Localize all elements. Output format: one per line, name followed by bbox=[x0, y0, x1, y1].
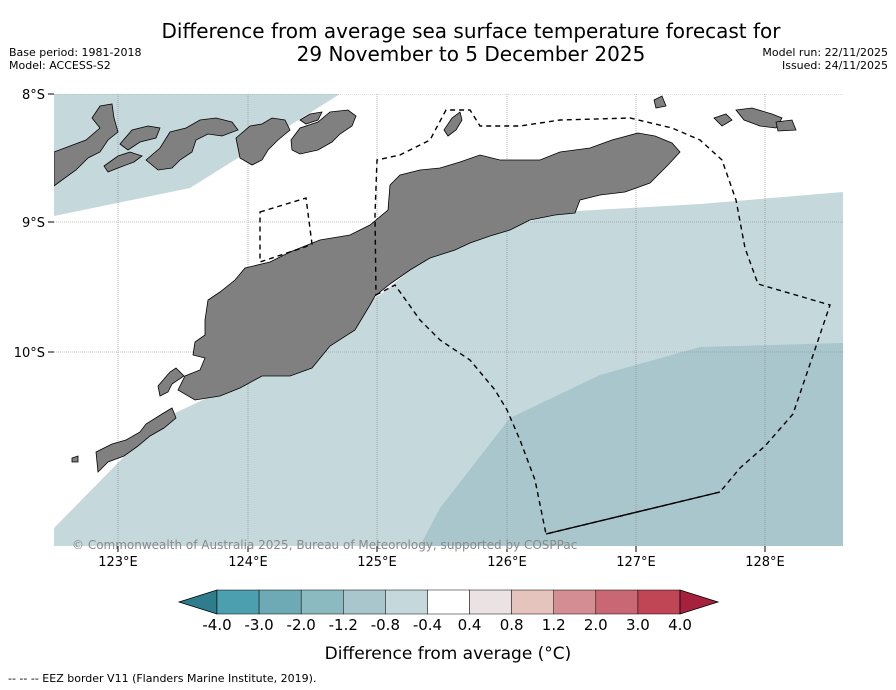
title-line-1: Difference from average sea surface temp… bbox=[161, 19, 781, 43]
neutral-anomaly-region bbox=[54, 94, 843, 528]
colorbar-tick-label: -1.2 bbox=[329, 616, 358, 634]
colorbar-segment bbox=[637, 589, 681, 615]
lembata-island bbox=[119, 125, 161, 151]
map-title: Difference from average sea surface temp… bbox=[0, 20, 896, 66]
copyright-text: © Commonwealth of Australia 2025, Bureau… bbox=[72, 538, 577, 552]
lon-label-127e: 127°E bbox=[616, 555, 656, 570]
base-period: Base period: 1981-2018 bbox=[9, 46, 142, 59]
map-area bbox=[54, 94, 843, 546]
colorbar-tick-label: 0.8 bbox=[500, 616, 524, 634]
lat-label-9s: 9°S bbox=[22, 216, 45, 231]
colorbar-segment bbox=[385, 589, 428, 615]
wetar-island bbox=[290, 109, 357, 155]
model-run: Model run: 22/11/2025 bbox=[762, 46, 888, 59]
moa-island bbox=[775, 119, 797, 132]
colorbar-segment bbox=[427, 589, 470, 615]
issued-date: Issued: 24/11/2025 bbox=[781, 59, 888, 72]
romang-island bbox=[653, 95, 667, 109]
colorbar-tick-label: -0.8 bbox=[371, 616, 400, 634]
lon-label-128e: 128°E bbox=[745, 555, 785, 570]
ndana-island bbox=[71, 455, 79, 463]
colorbar-segment bbox=[343, 589, 386, 615]
lat-label-10s: 10°S bbox=[14, 346, 45, 361]
colorbar-segment bbox=[511, 589, 554, 615]
semau-island bbox=[157, 367, 185, 397]
colorbar-tick-label: -0.4 bbox=[413, 616, 442, 634]
lat-label-8s: 8°S bbox=[22, 88, 45, 103]
alor-island bbox=[235, 117, 291, 166]
flores-island bbox=[54, 103, 119, 187]
title-line-2: 29 November to 5 December 2025 bbox=[296, 42, 646, 66]
colorbar-extend-high bbox=[679, 589, 720, 615]
lon-label-123e: 123°E bbox=[98, 555, 138, 570]
colorbar-extend-low bbox=[177, 589, 218, 615]
solor-island bbox=[103, 151, 143, 173]
rote-island bbox=[95, 407, 177, 473]
colorbar-segment bbox=[469, 589, 512, 615]
colorbar-title: Difference from average (°C) bbox=[325, 644, 572, 664]
colorbar-segment bbox=[258, 589, 302, 615]
colorbar-segment bbox=[300, 589, 344, 615]
timor-island bbox=[177, 132, 681, 401]
colorbar-tick-label: 1.2 bbox=[542, 616, 566, 634]
colorbar-tick-label: 3.0 bbox=[626, 616, 650, 634]
colorbar-segment bbox=[553, 589, 597, 615]
model-name: Model: ACCESS-S2 bbox=[9, 59, 111, 72]
lon-label-125e: 125°E bbox=[357, 555, 397, 570]
colorbar-tick-label: -4.0 bbox=[202, 616, 231, 634]
lon-label-124e: 124°E bbox=[228, 555, 268, 570]
colorbar-segment bbox=[216, 589, 260, 615]
small-island bbox=[299, 111, 323, 125]
atauro-island bbox=[443, 111, 463, 137]
meta-right: Model run: 22/11/2025 Issued: 24/11/2025 bbox=[762, 46, 888, 72]
lon-label-126e: 126°E bbox=[487, 555, 527, 570]
colorbar-tick-label: 2.0 bbox=[584, 616, 608, 634]
eez-solid-segment bbox=[545, 491, 721, 535]
colorbar-tick-label: -2.0 bbox=[287, 616, 316, 634]
eez-legend: -- -- -- EEZ border V11 (Flanders Marine… bbox=[8, 672, 317, 685]
pantar-island bbox=[145, 117, 239, 171]
colorbar-tick-label: 4.0 bbox=[668, 616, 692, 634]
eez-border-oecusse bbox=[259, 197, 313, 263]
cooler-anomaly-region bbox=[420, 343, 843, 546]
kisar-island bbox=[713, 113, 733, 127]
colorbar-segment bbox=[595, 589, 639, 615]
axis-ticks bbox=[48, 93, 766, 552]
colorbar-tick-label: -3.0 bbox=[244, 616, 273, 634]
eez-border-timor-leste bbox=[374, 109, 831, 535]
colorbar-tick-label: 0.4 bbox=[458, 616, 482, 634]
colorbar bbox=[177, 589, 720, 615]
meta-left: Base period: 1981-2018 Model: ACCESS-S2 bbox=[9, 46, 141, 72]
colorbar-tick-labels: -4.0 -3.0 -2.0 -1.2 -0.8 -0.4 0.4 0.8 1.2 2.0 3.0 4… bbox=[202, 616, 692, 634]
